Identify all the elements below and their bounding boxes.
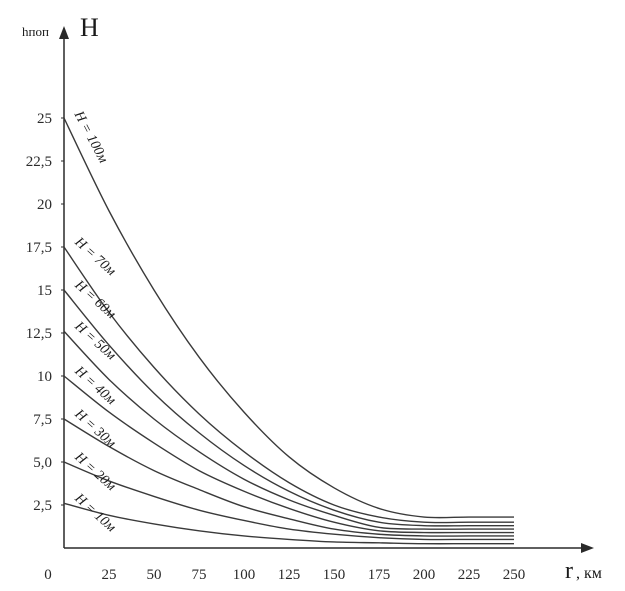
x-tick-label: 250 xyxy=(503,567,526,583)
x-axis-unit: , км xyxy=(576,565,602,582)
x-tick-label: 50 xyxy=(147,567,162,583)
y-tick-label: 15 xyxy=(37,283,52,299)
curve-label: H = 70м xyxy=(71,234,119,279)
x-tick-label: 25 xyxy=(102,567,117,583)
y-axis-arrow xyxy=(59,26,69,39)
curve-label: H = 100м xyxy=(70,108,110,166)
x-axis-arrow xyxy=(581,543,594,553)
y-tick-label: 5,0 xyxy=(33,455,52,471)
series-line xyxy=(63,117,514,519)
x-tick-label: 100 xyxy=(233,567,256,583)
x-tick-label: 225 xyxy=(458,567,481,583)
y-tick-label: 25 xyxy=(37,111,52,127)
y-tick-label: 22,5 xyxy=(26,154,52,170)
y-tick-label: 12,5 xyxy=(26,326,52,342)
curve-label: H = 20м xyxy=(71,449,119,494)
ticks-layer: 0 25 50 75 100 125 150 175 200 225 250 2,5 5,0 7,5 10 1… xyxy=(26,111,526,583)
curve-label: H = 50м xyxy=(71,318,119,363)
series-line xyxy=(63,461,514,541)
y-tick-label: 20 xyxy=(37,197,52,213)
y-tick-label: 2,5 xyxy=(33,498,52,514)
series-line xyxy=(63,502,514,545)
series-line xyxy=(63,289,514,527)
y-axis-subtitle: hпоп xyxy=(22,24,49,39)
x-tick-label: 175 xyxy=(368,567,391,583)
x-tick-label: 75 xyxy=(192,567,207,583)
y-tick-label: 10 xyxy=(37,369,52,385)
y-axis-title: H xyxy=(80,13,99,42)
x-axis-title: r xyxy=(565,558,573,584)
series-line xyxy=(63,246,514,524)
curve-label: H = 60м xyxy=(71,277,119,322)
series-line xyxy=(63,330,514,530)
curve-label: H = 10м xyxy=(71,490,119,535)
x-tick-label: 150 xyxy=(323,567,346,583)
x-tick-label: 125 xyxy=(278,567,301,583)
y-tick-label: 7,5 xyxy=(33,412,52,428)
series-line xyxy=(63,418,514,537)
curve-label: H = 30м xyxy=(71,406,119,451)
x-tick-label: 0 xyxy=(44,567,52,583)
x-tick-label: 200 xyxy=(413,567,436,583)
y-tick-label: 17,5 xyxy=(26,240,52,256)
series-line xyxy=(63,375,514,534)
curves-layer xyxy=(63,117,514,545)
